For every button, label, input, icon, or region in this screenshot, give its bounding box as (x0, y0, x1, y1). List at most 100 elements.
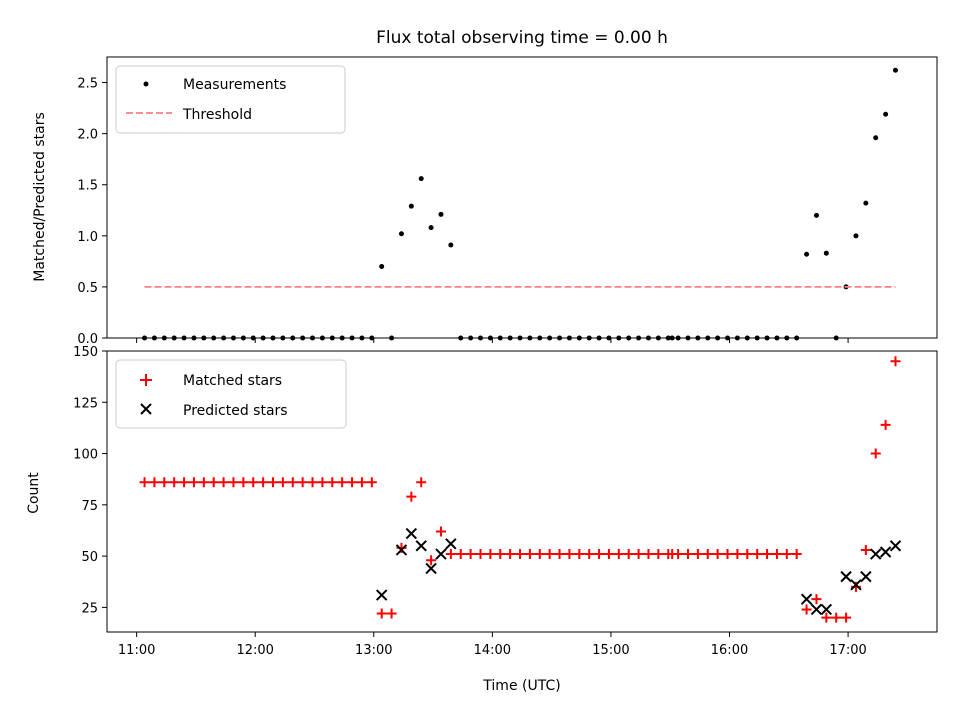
matched-star-point (208, 477, 219, 488)
matched-star-point (248, 477, 259, 488)
bottom-legend: Matched stars Predicted stars (115, 359, 347, 429)
matched-star-point (149, 477, 160, 488)
matched-star-point (505, 549, 516, 560)
matched-star-point (643, 549, 654, 560)
matched-star-point (406, 491, 417, 502)
legend-threshold-label: Threshold (182, 107, 252, 123)
matched-star-point (801, 604, 812, 615)
predicted-star-point (820, 603, 833, 616)
matched-star-point (860, 544, 871, 555)
matched-star-point (159, 477, 170, 488)
x-tick-label: 17:00 (829, 643, 866, 658)
matched-star-point (584, 549, 595, 560)
x-tick-label: 16:00 (711, 643, 748, 658)
matched-star-point (811, 594, 822, 605)
matched-star-point (179, 477, 190, 488)
matched-star-point (297, 477, 308, 488)
matched-star-point (752, 549, 763, 560)
y-tick-label: 150 (73, 345, 98, 360)
matched-star-point (258, 477, 269, 488)
matched-star-point (475, 549, 486, 560)
predicted-star-point (810, 603, 823, 616)
matched-star-point (524, 549, 535, 560)
matched-star-point (238, 477, 249, 488)
legend-matched-label: Matched stars (183, 373, 282, 389)
matched-star-point (594, 549, 605, 560)
matched-star-point (564, 549, 575, 560)
matched-star-point (653, 549, 664, 560)
matched-star-point (633, 549, 644, 560)
matched-star-point (465, 549, 476, 560)
y-tick-label: 50 (81, 550, 98, 565)
matched-star-point (376, 608, 387, 619)
top-x-ticks (136, 338, 849, 343)
matched-star-point (554, 549, 565, 560)
matched-star-point (673, 549, 684, 560)
measurement-point (863, 200, 869, 206)
measurement-point (813, 212, 819, 218)
top-y-ticks: 0.0 0.5 1.0 1.5 2.0 2.5 (77, 77, 107, 347)
matched-star-point (534, 549, 545, 560)
matched-star-point (139, 477, 150, 488)
measurement-point (883, 111, 889, 117)
bottom-panel: 11:00 12:00 13:00 14:00 15:00 16:00 17:00 25 50… (26, 345, 938, 694)
matched-star-point (228, 477, 239, 488)
top-axes-frame (106, 56, 938, 339)
matched-star-point (515, 549, 526, 560)
matched-star-point (435, 526, 446, 537)
matched-star-point (870, 448, 881, 459)
matched-star-point (426, 555, 437, 566)
legend-matched-marker (140, 374, 152, 386)
matched-star-point (366, 477, 377, 488)
bottom-plot-area (139, 356, 902, 623)
bottom-x-ticks: 11:00 12:00 13:00 14:00 15:00 16:00 17:00 (118, 632, 867, 658)
y-tick-label: 2.5 (77, 77, 98, 92)
measurement-point (428, 225, 434, 231)
matched-star-point (337, 477, 348, 488)
matched-star-point (268, 477, 278, 488)
measurement-point (448, 242, 454, 248)
matched-star-point (169, 477, 180, 488)
predicted-star-point (395, 544, 408, 556)
measurement-point (804, 251, 810, 257)
matched-star-point (831, 612, 842, 623)
top-y-axis-label: Matched/Predicted stars (32, 112, 48, 282)
matched-star-point (880, 419, 891, 430)
y-tick-label: 0.5 (77, 281, 98, 296)
matched-star-point (841, 612, 852, 623)
matched-star-point (277, 477, 288, 488)
predicted-star-point (375, 589, 388, 601)
matched-star-point (712, 549, 723, 560)
matched-star-point (386, 608, 397, 619)
legend-predicted-label: Predicted stars (183, 403, 288, 419)
predicted-star-point (405, 527, 418, 540)
measurement-point (873, 135, 879, 141)
matched-star-point (623, 549, 634, 560)
predicted-star-point (850, 579, 862, 591)
matched-star-point (495, 549, 506, 560)
matched-star-point (781, 549, 792, 560)
predicted-star-point (445, 538, 457, 550)
top-legend-box (115, 65, 346, 134)
matched-star-point (603, 549, 614, 560)
matched-star-point (574, 549, 585, 560)
matched-star-point (613, 549, 624, 560)
matched-star-point (732, 549, 743, 560)
y-tick-label: 0.0 (77, 332, 98, 347)
matched-star-point (327, 477, 338, 488)
matched-star-point (702, 549, 713, 560)
bottom-legend-box (115, 359, 347, 429)
measurement-point (408, 203, 414, 209)
matched-star-point (485, 549, 496, 560)
measurement-point (398, 231, 404, 237)
matched-star-point (890, 356, 901, 367)
top-plot-area (142, 67, 898, 341)
matched-star-point (722, 549, 733, 560)
matched-star-point (455, 549, 466, 560)
predicted-star-point (889, 540, 902, 552)
matched-star-point (791, 549, 802, 560)
matched-star-point (445, 549, 456, 560)
matched-star-point (771, 549, 782, 560)
matched-star-point (762, 549, 773, 560)
